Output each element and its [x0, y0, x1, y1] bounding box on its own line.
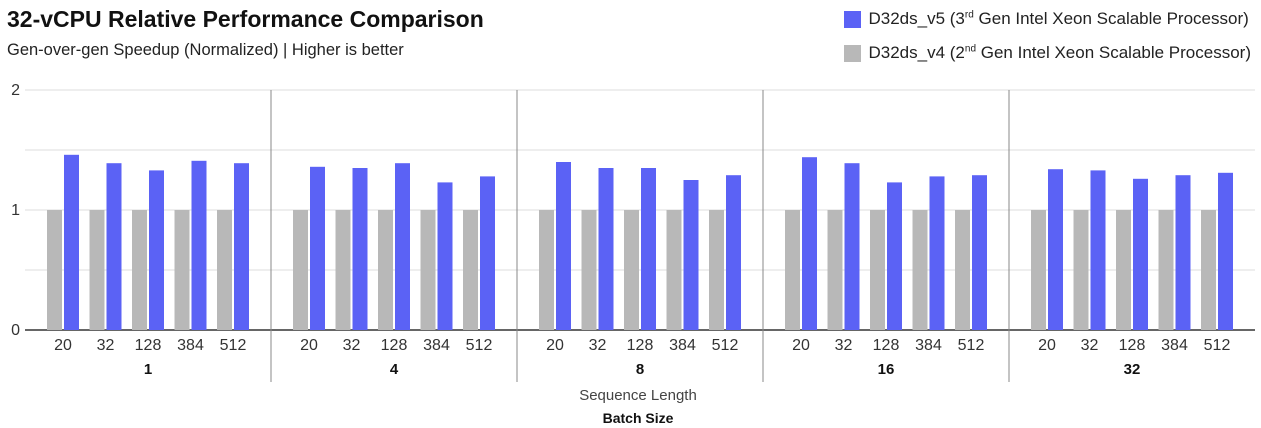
- x-tick-label: 128: [135, 337, 162, 354]
- x-tick-label: 512: [958, 337, 985, 354]
- legend-label-v4: D32ds_v4 (2nd Gen Intel Xeon Scalable Pr…: [868, 43, 1252, 62]
- x-tick-label: 512: [466, 337, 493, 354]
- bar-v5: [234, 163, 249, 330]
- bar-v5: [1048, 169, 1063, 330]
- x-tick-label: 128: [381, 337, 408, 354]
- bar-v5: [802, 157, 817, 330]
- group-label: 32: [1124, 361, 1141, 378]
- x-axis-label-sequence: Sequence Length: [579, 387, 697, 404]
- bar-v5: [683, 180, 699, 330]
- x-tick-label: 32: [1081, 337, 1099, 354]
- chart-subtitle: Gen-over-gen Speedup (Normalized) | High…: [7, 41, 404, 59]
- legend-label-v5: D32ds_v5 (3rd Gen Intel Xeon Scalable Pr…: [868, 9, 1249, 28]
- x-tick-label: 20: [1038, 337, 1056, 354]
- legend: D32ds_v5 (3rd Gen Intel Xeon Scalable Pr…: [843, 8, 1252, 76]
- group-label: 16: [878, 361, 895, 378]
- x-tick-label: 32: [97, 337, 115, 354]
- bar-v5: [1218, 172, 1233, 330]
- legend-item-v5: D32ds_v5 (3rd Gen Intel Xeon Scalable Pr…: [843, 8, 1252, 30]
- bar-v5: [556, 162, 571, 330]
- bar-v4: [539, 210, 554, 330]
- x-tick-label: 20: [54, 337, 72, 354]
- bar-v4: [1116, 210, 1131, 330]
- bar-v5: [106, 163, 122, 330]
- legend-item-v4: D32ds_v4 (2nd Gen Intel Xeon Scalable Pr…: [843, 42, 1252, 64]
- x-tick-label: 512: [220, 337, 247, 354]
- bar-v5: [1090, 170, 1106, 330]
- bar-v4: [335, 210, 351, 330]
- bar-v4: [1158, 210, 1174, 330]
- bar-v5: [1175, 175, 1191, 330]
- bar-v5: [641, 168, 656, 330]
- bar-v4: [955, 210, 970, 330]
- group-label: 1: [144, 361, 152, 378]
- bar-v5: [191, 160, 207, 330]
- bar-v4: [666, 210, 682, 330]
- legend-swatch-v5: [843, 10, 861, 28]
- group-label: 8: [636, 361, 644, 378]
- bar-v5: [887, 182, 902, 330]
- bar-v5: [1133, 178, 1148, 330]
- bar-v4: [912, 210, 928, 330]
- bar-v5: [598, 168, 614, 330]
- x-tick-label: 20: [792, 337, 810, 354]
- x-tick-label: 512: [1204, 337, 1231, 354]
- bar-v4: [1073, 210, 1089, 330]
- x-tick-label: 128: [627, 337, 654, 354]
- x-tick-label: 384: [669, 337, 696, 354]
- bar-v4: [581, 210, 597, 330]
- bar-v5: [844, 163, 860, 330]
- bar-v5: [480, 176, 495, 330]
- bar-v4: [420, 210, 436, 330]
- group-label: 4: [390, 361, 399, 378]
- y-tick-label: 0: [11, 322, 20, 339]
- bar-v4: [1201, 210, 1216, 330]
- bar-v5: [929, 176, 945, 330]
- bar-v5: [437, 182, 453, 330]
- x-tick-label: 128: [873, 337, 900, 354]
- x-tick-label: 32: [343, 337, 361, 354]
- bar-v4: [463, 210, 478, 330]
- y-tick-label: 2: [11, 82, 20, 99]
- bar-v5: [352, 168, 368, 330]
- legend-swatch-v4: [843, 44, 861, 62]
- bar-v4: [89, 210, 105, 330]
- bar-v4: [293, 210, 308, 330]
- bar-v4: [1031, 210, 1046, 330]
- bar-v4: [709, 210, 724, 330]
- bar-v4: [174, 210, 190, 330]
- x-tick-label: 384: [915, 337, 942, 354]
- x-tick-label: 384: [1161, 337, 1188, 354]
- x-axis-label-batch: Batch Size: [603, 410, 674, 426]
- bar-v5: [395, 163, 410, 330]
- bar-v5: [972, 175, 987, 330]
- y-tick-label: 1: [11, 202, 20, 219]
- bar-v4: [132, 210, 147, 330]
- chart-title: 32-vCPU Relative Performance Comparison: [7, 6, 484, 32]
- bar-v4: [785, 210, 800, 330]
- x-tick-label: 20: [300, 337, 318, 354]
- x-tick-label: 32: [589, 337, 607, 354]
- bar-v4: [47, 210, 62, 330]
- x-tick-label: 32: [835, 337, 853, 354]
- bar-v4: [217, 210, 232, 330]
- bar-v4: [624, 210, 639, 330]
- bar-v5: [149, 170, 164, 330]
- bar-v4: [827, 210, 843, 330]
- bar-v4: [378, 210, 393, 330]
- x-tick-label: 128: [1119, 337, 1146, 354]
- bar-v5: [64, 154, 79, 330]
- x-tick-label: 384: [177, 337, 204, 354]
- bar-v4: [870, 210, 885, 330]
- x-tick-label: 512: [712, 337, 739, 354]
- x-tick-label: 20: [546, 337, 564, 354]
- x-tick-label: 384: [423, 337, 450, 354]
- bar-v5: [310, 166, 325, 330]
- bar-v5: [726, 175, 741, 330]
